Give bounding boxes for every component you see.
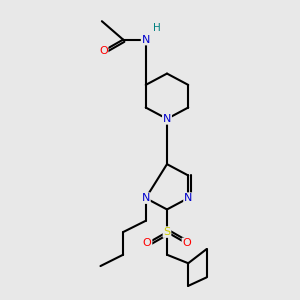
Text: O: O [99,46,108,56]
Text: N: N [142,34,150,45]
Text: N: N [184,193,192,203]
Text: O: O [143,238,152,248]
Text: N: N [142,193,150,203]
Text: H: H [153,23,161,33]
Text: N: N [163,114,171,124]
Text: S: S [164,227,170,237]
Text: O: O [182,238,191,248]
